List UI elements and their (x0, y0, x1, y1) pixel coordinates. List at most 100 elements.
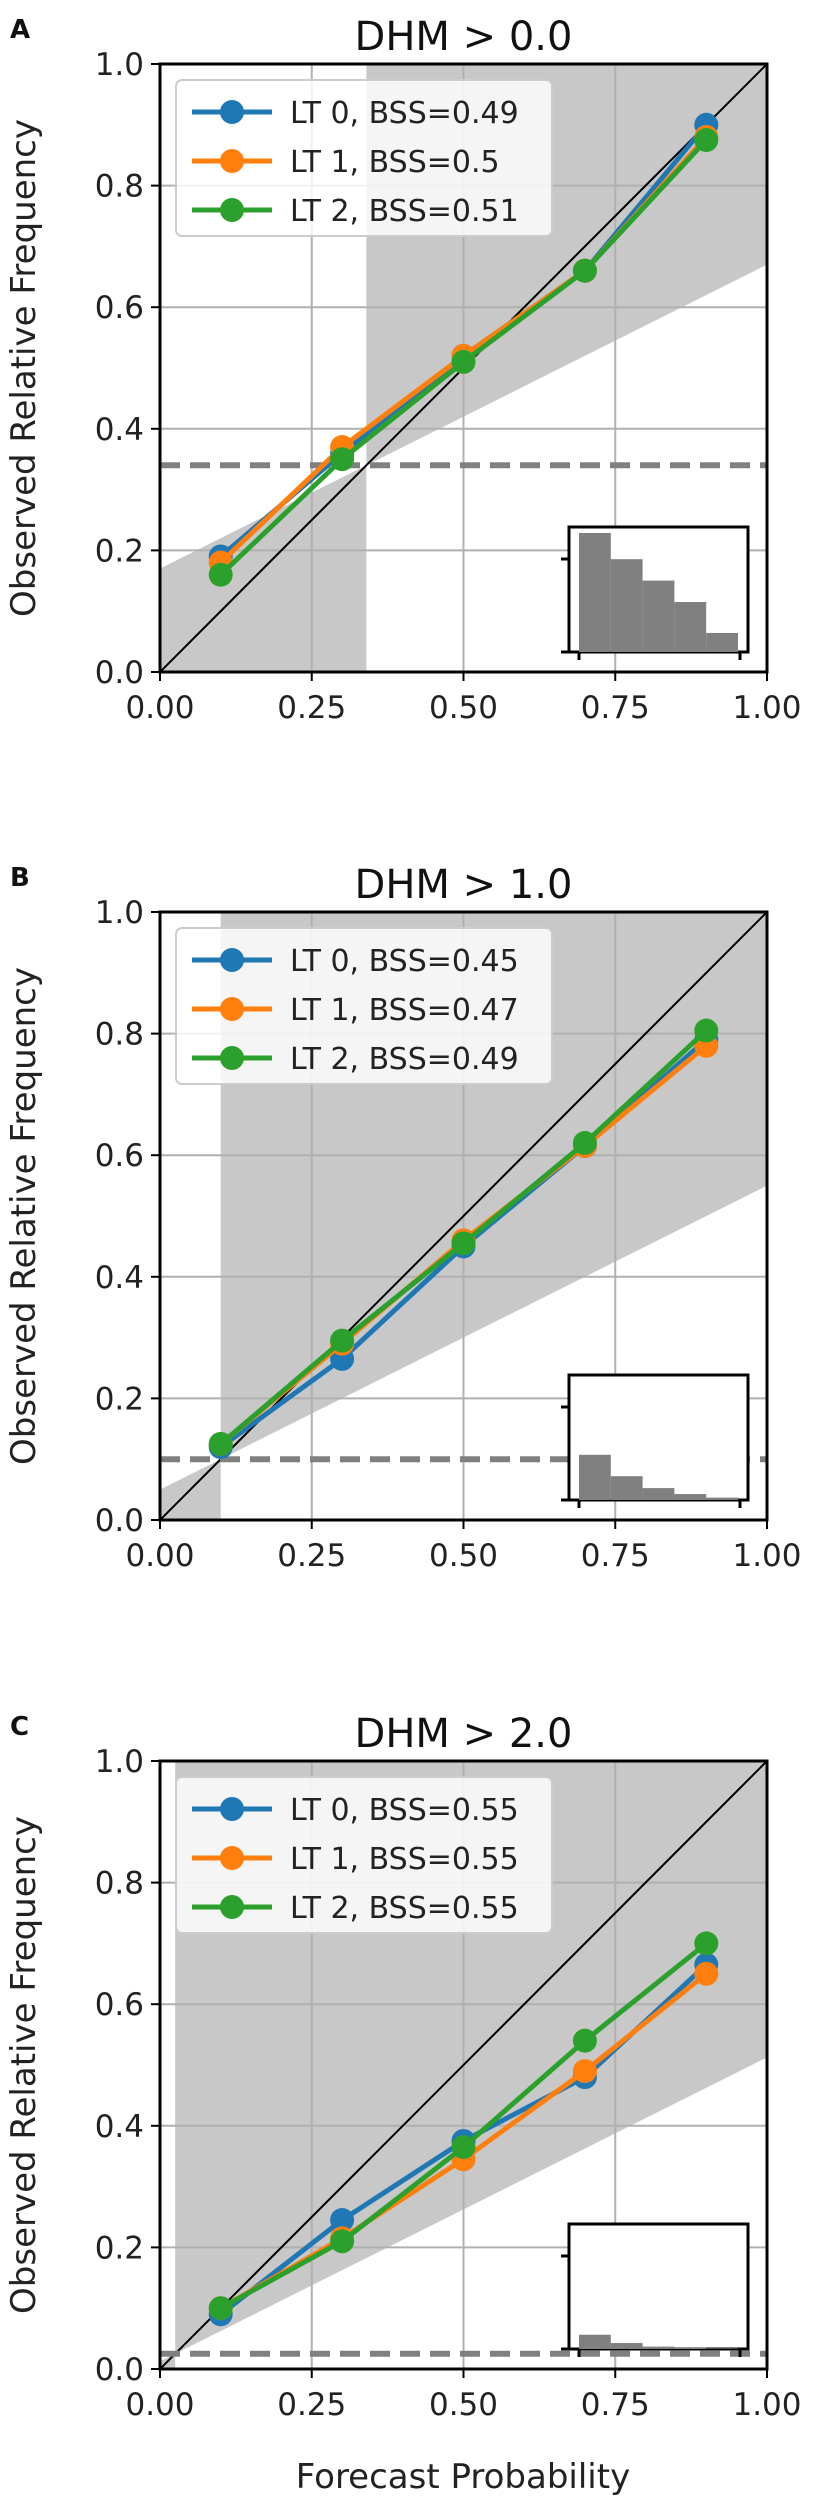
histogram-bar (642, 580, 675, 652)
y-axis-label: Observed Relative Frequency (4, 1816, 44, 2314)
histogram-bar (579, 1454, 611, 1500)
y-tick-label: 0.8 (95, 169, 144, 205)
y-tick-label: 0.2 (95, 1381, 144, 1417)
shared-x-axis-label: Forecast Probability (296, 2457, 630, 2497)
y-tick-label: 1.0 (95, 895, 144, 931)
x-tick-label: 0.50 (429, 1538, 498, 1574)
data-point (572, 2059, 597, 2084)
histogram-bar (610, 1476, 643, 1500)
legend-marker (220, 1046, 244, 1070)
histogram-bar (610, 559, 643, 652)
plot-area (160, 64, 767, 672)
legend-marker (220, 997, 244, 1021)
histogram-bar (706, 1497, 738, 1500)
x-tick-label: 0.50 (429, 690, 498, 726)
data-point (208, 2296, 233, 2321)
legend-marker (220, 149, 244, 173)
perfect-reliability-line (160, 1761, 767, 2369)
y-tick-label: 0.2 (95, 533, 144, 569)
x-tick-label: 0.25 (277, 690, 346, 726)
x-tick-label: 0.75 (581, 2387, 650, 2423)
x-tick-label: 0.25 (277, 1538, 346, 1574)
x-tick-label: 0.75 (581, 690, 650, 726)
histogram-bar (674, 1494, 707, 1500)
data-point (330, 2208, 355, 2233)
legend-label: LT 0, BSS=0.49 (290, 96, 519, 131)
y-tick-label: 0.8 (95, 1017, 144, 1053)
legend-box (175, 1776, 553, 1934)
panel-label: C (10, 1712, 29, 1742)
histogram-bar (610, 2343, 643, 2349)
legend-marker (220, 1895, 244, 1919)
legend-marker (220, 100, 244, 124)
legend-label: LT 2, BSS=0.55 (290, 1891, 519, 1926)
y-tick-label: 0.0 (95, 1503, 144, 1539)
legend-marker (220, 198, 244, 222)
panel-label: A (10, 15, 30, 45)
x-tick-label: 0.25 (277, 2387, 346, 2423)
data-point (208, 562, 233, 587)
legend-label: LT 0, BSS=0.55 (290, 1793, 519, 1828)
y-tick-label: 0.6 (95, 1138, 144, 1174)
x-tick-label: 0.50 (429, 2387, 498, 2423)
legend-label: LT 1, BSS=0.5 (290, 145, 500, 180)
histogram-bar (706, 632, 738, 652)
y-axis-label: Observed Relative Frequency (4, 967, 44, 1465)
data-point (572, 258, 597, 283)
y-axis-label: Observed Relative Frequency (4, 119, 44, 617)
y-tick-label: 0.6 (95, 290, 144, 326)
data-point (694, 1961, 719, 1986)
panel-c: 0.00 0.25 0.50 0.75 1.00 0.0 0.2 0.4 0.6 0.8 1.0 DH… (4, 1711, 802, 2423)
histogram-bar (674, 602, 707, 652)
legend-marker (220, 1797, 244, 1821)
inset-histogram-frame (567, 2222, 750, 2351)
x-tick-label: 1.00 (732, 690, 801, 726)
y-tick-label: 0.8 (95, 1866, 144, 1902)
y-tick-label: 0.4 (95, 412, 144, 448)
data-point (572, 2028, 597, 2053)
data-point (572, 1131, 597, 1156)
legend-label: LT 2, BSS=0.49 (290, 1042, 519, 1077)
y-tick-label: 0.0 (95, 655, 144, 691)
chart-title: DHM > 2.0 (355, 1711, 573, 1757)
data-point (694, 128, 719, 152)
data-point (330, 447, 355, 472)
x-tick-label: 0.00 (125, 1538, 194, 1574)
y-tick-label: 0.0 (95, 2352, 144, 2388)
x-tick-label: 0.00 (125, 2387, 194, 2423)
histogram-bar (642, 1488, 675, 1500)
data-point (208, 1432, 233, 1456)
chart-title: DHM > 1.0 (355, 862, 573, 908)
panel-label: B (10, 863, 30, 893)
y-tick-label: 0.2 (95, 2230, 144, 2266)
y-tick-label: 0.4 (95, 1260, 144, 1296)
legend-label: LT 1, BSS=0.47 (290, 993, 519, 1028)
legend-box (175, 927, 553, 1085)
y-tick-label: 0.4 (95, 2109, 144, 2145)
histogram-bar (674, 2347, 707, 2349)
x-tick-label: 0.75 (581, 1538, 650, 1574)
histogram-bar (642, 2346, 675, 2349)
data-point (451, 1231, 476, 1256)
data-point (330, 1328, 355, 1353)
data-point (330, 2229, 355, 2254)
histogram-bar (579, 533, 611, 652)
y-tick-label: 1.0 (95, 1744, 144, 1780)
legend-marker (220, 1846, 244, 1870)
histogram-bar (706, 2348, 738, 2349)
legend-label: LT 1, BSS=0.55 (290, 1842, 519, 1877)
x-tick-label: 0.00 (125, 690, 194, 726)
histogram-bar (579, 2334, 611, 2349)
legend-label: LT 0, BSS=0.45 (290, 944, 519, 979)
y-tick-label: 1.0 (95, 47, 144, 83)
x-tick-label: 1.00 (732, 2387, 801, 2423)
data-point (694, 1931, 719, 1956)
data-point (451, 349, 476, 374)
data-point (694, 1018, 719, 1043)
data-point (451, 2135, 476, 2160)
legend-marker (220, 948, 244, 972)
legend-label: LT 2, BSS=0.51 (290, 194, 519, 229)
panel-b: 0.00 0.25 0.50 0.75 1.00 0.0 0.2 0.4 0.6 0.8 1.0 DH… (4, 862, 802, 1574)
chart-title: DHM > 0.0 (355, 14, 573, 60)
